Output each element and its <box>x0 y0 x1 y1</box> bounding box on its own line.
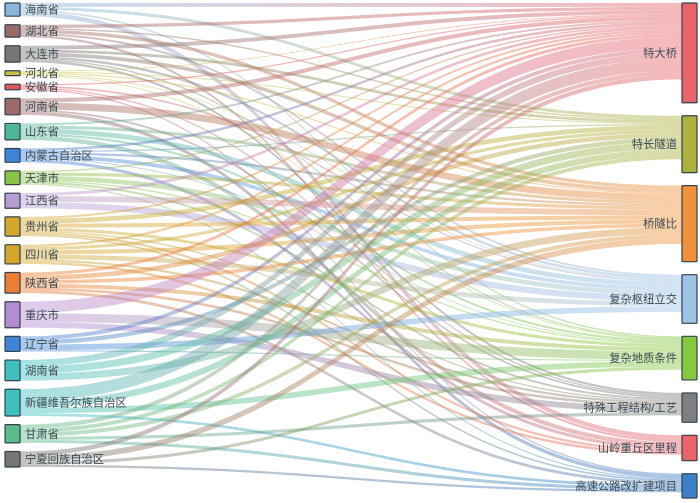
svg-text:内蒙古自治区: 内蒙古自治区 <box>25 148 93 162</box>
svg-text:湖南省: 湖南省 <box>25 363 59 377</box>
svg-text:重庆市: 重庆市 <box>25 308 59 322</box>
svg-text:江西省: 江西省 <box>25 195 59 208</box>
svg-text:河北省: 河北省 <box>25 67 59 80</box>
svg-text:高速公路改扩建项目: 高速公路改扩建项目 <box>575 479 677 493</box>
svg-text:河南省: 河南省 <box>25 101 59 114</box>
svg-text:海南省: 海南省 <box>25 3 59 17</box>
svg-text:复杂地质条件: 复杂地质条件 <box>609 351 677 365</box>
svg-text:甘肃省: 甘肃省 <box>25 428 59 441</box>
svg-text:复杂枢纽立交: 复杂枢纽立交 <box>609 292 677 306</box>
svg-text:新疆维吾尔族自治区: 新疆维吾尔族自治区 <box>25 396 127 410</box>
svg-text:特长隧道: 特长隧道 <box>632 137 677 151</box>
svg-text:山岭重丘区里程: 山岭重丘区里程 <box>598 441 677 455</box>
svg-text:辽宁省: 辽宁省 <box>25 337 59 351</box>
svg-text:安徽省: 安徽省 <box>25 80 59 94</box>
svg-text:山东省: 山东省 <box>25 126 59 139</box>
svg-text:宁夏回族自治区: 宁夏回族自治区 <box>25 452 104 466</box>
svg-text:贵州省: 贵州省 <box>25 220 59 233</box>
svg-text:陕西省: 陕西省 <box>25 276 59 290</box>
svg-text:湖北省: 湖北省 <box>25 24 59 38</box>
svg-text:特大桥: 特大桥 <box>643 46 677 60</box>
svg-text:四川省: 四川省 <box>25 248 59 261</box>
svg-text:天津市: 天津市 <box>25 171 59 185</box>
svg-text:大连市: 大连市 <box>25 47 59 61</box>
svg-text:特殊工程结构/工艺: 特殊工程结构/工艺 <box>583 401 677 415</box>
svg-text:桥隧比: 桥隧比 <box>643 217 677 231</box>
